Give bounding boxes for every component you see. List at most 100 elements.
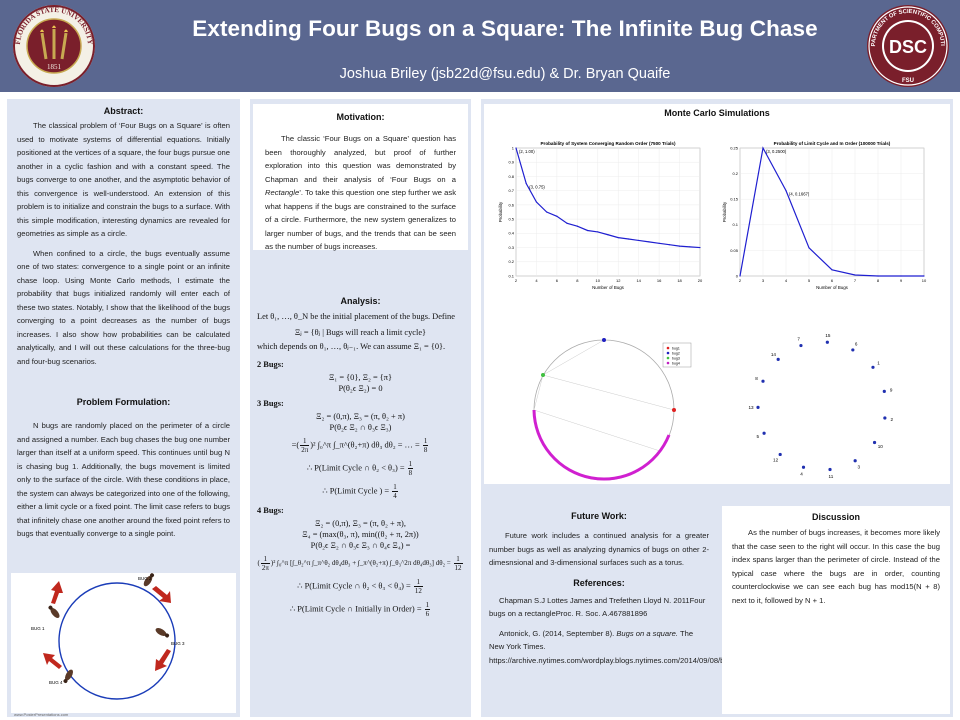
bug-label: BUG 4	[49, 680, 63, 685]
analysis-heading: Analysis:	[340, 296, 381, 306]
data-point	[923, 275, 925, 277]
x-tick-label: 18	[677, 278, 682, 283]
order-marker	[828, 467, 832, 472]
poster-header: 1851 FLORIDA STATE UNIVERSITY Extending …	[0, 0, 960, 92]
math-equation: Ξ₂ = (0,π), Ξ₃ = (π, θ₂ + π)	[316, 412, 405, 422]
y-tick-label: 1	[512, 145, 515, 150]
order-marker	[851, 348, 855, 352]
data-point	[877, 275, 879, 277]
poster-title: Extending Four Bugs on a Square: The Inf…	[192, 16, 818, 41]
data-point	[854, 274, 856, 276]
data-point	[831, 269, 833, 271]
discussion-box: Discussion As the number of bugs increas…	[722, 506, 950, 714]
chart-title: Probability of System Converging Random …	[540, 141, 676, 146]
svg-text:DSC: DSC	[889, 37, 927, 57]
data-point	[668, 244, 670, 246]
simulation-figures: bug1 bug2 bug3 bug4 15 6 1 9 2 10 3 11 4 12 5 13 8 14…	[484, 327, 950, 484]
order-label: 9	[890, 387, 893, 392]
order-marker	[853, 459, 857, 463]
order-label: 7	[797, 337, 800, 342]
motivation-heading: Motivation:	[336, 112, 385, 122]
math-equation: Ξ₄ = (max(θ₃, π), min((θ₂ + π, 2π))	[302, 530, 419, 540]
monte-carlo-heading: Monte Carlo Simulations	[664, 108, 770, 118]
y-tick-label: 0.3	[508, 245, 514, 250]
y-tick-label: 0.05	[730, 248, 739, 253]
legend-label: bug2	[672, 352, 680, 356]
data-point	[566, 222, 568, 224]
arrow-icon	[43, 653, 62, 669]
y-tick-label: 0.1	[732, 222, 738, 227]
y-tick-label: 0.25	[730, 145, 739, 150]
arrow-icon	[51, 581, 63, 604]
y-tick-label: 0.9	[508, 160, 514, 165]
order-marker	[872, 440, 877, 445]
order-label: 12	[773, 457, 779, 462]
math-text: Let θ₁, …, θ_N be the initial placement …	[257, 312, 455, 321]
left-column: Abstract: The classical problem of ‘Four…	[7, 99, 240, 717]
order-label: 6	[855, 341, 858, 346]
motivation-paragraph: The classic ‘Four Bugs on a Square’ ques…	[265, 134, 456, 252]
right-column: Monte Carlo Simulations Probability of S…	[481, 99, 953, 717]
y-axis-label: Probability	[722, 201, 727, 222]
x-tick-label: 2	[739, 278, 742, 283]
data-point	[689, 246, 691, 248]
data-point	[808, 247, 810, 249]
bug-order-circle: 15 6 1 9 2 10 3 11 4 12 5 13 8 14 7	[748, 333, 893, 479]
math-equation: Ξⱼ = {θⱼ | Bugs will reach a limit cycle…	[294, 327, 427, 337]
abstract-text: The classical problem of ‘Four Bugs on a…	[7, 116, 240, 368]
svg-text:1851: 1851	[47, 63, 62, 71]
bug-marker	[602, 338, 606, 342]
bugs2-heading: 2 Bugs:	[257, 360, 284, 370]
x-tick-label: 6	[831, 278, 834, 283]
reference-item: Chapman S.J Lottes James and Trefethen L…	[489, 595, 706, 619]
poster-authors: Joshua Briley (jsb22d@fsu.edu) & Dr. Bry…	[339, 66, 671, 82]
order-marker	[778, 452, 782, 457]
bug-icon	[63, 669, 73, 684]
x-tick-label: 12	[616, 278, 621, 283]
abstract-paragraph: The classical problem of ‘Four Bugs on a…	[17, 121, 230, 239]
motivation-text: The classic ‘Four Bugs on a Square’ ques…	[253, 122, 468, 254]
bug-chase-figure: BUG 2 BUG 3 BUG 1 BUG 4	[11, 573, 236, 713]
order-marker	[801, 465, 806, 469]
math-equation: P(θ₂ϵ Ξ₂ ∩ θ₃ϵ Ξ₃ ∩ θ₄ϵ Ξ₄) =	[310, 541, 411, 551]
y-tick-label: 0	[736, 273, 739, 278]
x-tick-label: 20	[698, 278, 703, 283]
data-point	[638, 239, 640, 242]
order-label: 10	[878, 444, 884, 449]
data-point	[607, 234, 609, 236]
math-equation: Ξ₂ = (0,π), Ξ₃ = (π, θ₂ + π),	[315, 519, 406, 529]
data-point	[556, 215, 558, 217]
future-text: Future work includes a continued analysi…	[489, 529, 709, 570]
order-label: 1	[877, 361, 880, 366]
order-marker	[761, 379, 765, 383]
order-marker	[882, 389, 886, 393]
bug-icon	[143, 573, 155, 587]
footer-credit: www.PosterPresentations.com	[14, 712, 69, 717]
references-list: Chapman S.J Lottes James and Trefethen L…	[489, 594, 739, 668]
future-work-section: Future Work: Future work includes a cont…	[489, 511, 739, 673]
x-tick-label: 4	[785, 278, 788, 283]
chart-title: Probability of Limit Cycle and In Order …	[774, 141, 891, 146]
order-label: 8	[755, 376, 758, 381]
y-tick-label: 0.2	[508, 259, 514, 264]
bug-icon	[48, 605, 60, 618]
legend-label: bug3	[672, 357, 680, 361]
x-tick-label: 5	[808, 278, 811, 283]
legend-label: bug1	[672, 347, 680, 351]
abstract-heading: Abstract:	[103, 106, 144, 116]
bug-marker	[672, 408, 676, 412]
dsc-seal-icon: DSC DEPARTMENT OF SCIENTIFIC COMPUTING F…	[858, 3, 949, 87]
analysis-math: Let θ₁, …, θ_N be the initial placement …	[257, 309, 464, 620]
limit-cycle-chart: Probability of Limit Cycle and In Order …	[722, 141, 927, 290]
x-tick-label: 10	[922, 278, 927, 283]
x-tick-label: 3	[762, 278, 765, 283]
order-marker	[762, 431, 766, 435]
order-marker	[883, 416, 887, 420]
middle-column: Motivation: The classic ‘Four Bugs on a …	[250, 99, 471, 717]
data-point	[597, 231, 599, 233]
motivation-box: Motivation: The classic ‘Four Bugs on a …	[253, 104, 468, 251]
x-tick-label: 10	[596, 278, 601, 283]
plot-frame	[515, 147, 701, 277]
